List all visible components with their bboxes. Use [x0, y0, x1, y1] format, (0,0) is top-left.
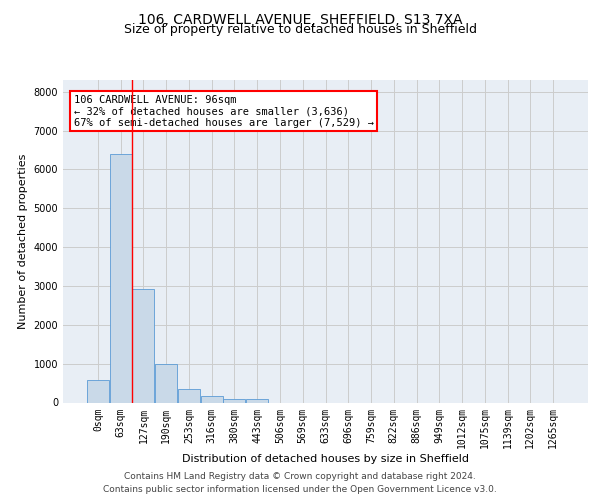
Text: 106, CARDWELL AVENUE, SHEFFIELD, S13 7XA: 106, CARDWELL AVENUE, SHEFFIELD, S13 7XA [138, 12, 462, 26]
Text: 106 CARDWELL AVENUE: 96sqm
← 32% of detached houses are smaller (3,636)
67% of s: 106 CARDWELL AVENUE: 96sqm ← 32% of deta… [74, 94, 373, 128]
Bar [246, 399, 268, 402]
Bar [223, 398, 245, 402]
Bar [87, 380, 109, 402]
Bar [200, 396, 223, 402]
Bar [133, 289, 154, 403]
Bar [178, 388, 200, 402]
Text: Size of property relative to detached houses in Sheffield: Size of property relative to detached ho… [124, 22, 476, 36]
X-axis label: Distribution of detached houses by size in Sheffield: Distribution of detached houses by size … [182, 454, 469, 464]
Bar [110, 154, 132, 402]
Text: Contains public sector information licensed under the Open Government Licence v3: Contains public sector information licen… [103, 485, 497, 494]
Bar [155, 364, 177, 403]
Text: Contains HM Land Registry data © Crown copyright and database right 2024.: Contains HM Land Registry data © Crown c… [124, 472, 476, 481]
Y-axis label: Number of detached properties: Number of detached properties [18, 154, 28, 329]
